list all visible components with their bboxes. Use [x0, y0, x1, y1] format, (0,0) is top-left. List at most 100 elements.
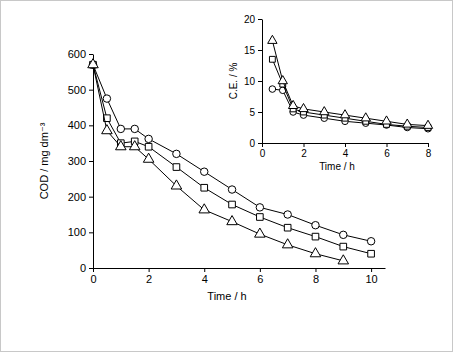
marker-triangle: [288, 100, 297, 108]
tick-label: 0: [260, 148, 266, 159]
tick: 400: [68, 119, 93, 131]
tick-mark: [89, 232, 93, 233]
marker-triangle: [129, 141, 140, 150]
tick-mark: [260, 268, 261, 272]
tick-mark: [89, 268, 93, 269]
tick-mark: [258, 50, 262, 51]
tick-mark: [258, 112, 262, 113]
tick: 4: [202, 268, 208, 285]
tick-mark: [93, 268, 94, 272]
tick-label: 200: [68, 191, 86, 203]
tick: 0: [249, 138, 262, 149]
marker-triangle: [199, 204, 210, 213]
marker-square: [257, 214, 264, 221]
tick-label: 4: [343, 148, 349, 159]
tick-label: 2: [301, 148, 307, 159]
marker-triangle: [320, 107, 329, 115]
tick-label: 5: [249, 107, 255, 118]
marker-circle: [200, 168, 207, 175]
plot-area: [88, 59, 375, 264]
x-axis: 02468: [260, 143, 432, 159]
marker-triangle: [282, 239, 293, 248]
tick: 20: [244, 14, 262, 25]
y-axis-title: C.E. / %: [228, 63, 239, 100]
marker-square: [269, 56, 275, 62]
tick-mark: [89, 54, 93, 55]
tick: 2: [146, 268, 152, 285]
marker-square: [229, 201, 236, 208]
marker-circle: [117, 125, 124, 132]
tick-mark: [304, 143, 305, 147]
marker-circle: [312, 221, 319, 228]
y-axis: 0 5 10 15 20: [244, 14, 263, 149]
tick: 6: [384, 143, 390, 159]
marker-square: [173, 164, 180, 171]
tick-label: 6: [257, 273, 263, 285]
marker-square: [312, 233, 319, 240]
tick-mark: [89, 161, 93, 162]
tick-label: 600: [68, 48, 86, 60]
tick-label: 10: [365, 273, 377, 285]
tick-label: 10: [244, 76, 256, 87]
tick-label: 500: [68, 84, 86, 96]
series-line: [93, 65, 343, 261]
marker-square: [368, 250, 375, 257]
marker-circle: [269, 86, 276, 93]
tick: 0: [80, 262, 93, 274]
tick-label: 300: [68, 155, 86, 167]
marker-circle: [284, 211, 291, 218]
tick-mark: [89, 125, 93, 126]
marker-triangle: [423, 120, 432, 128]
tick-label: 400: [68, 119, 86, 131]
marker-triangle: [299, 103, 308, 111]
tick: 200: [68, 191, 93, 203]
series-line: [272, 41, 428, 126]
tick: 15: [244, 45, 262, 56]
marker-circle: [103, 95, 110, 102]
tick-mark: [371, 268, 372, 272]
tick-label: 20: [244, 14, 256, 25]
tick-label: 100: [68, 226, 86, 238]
tick-label: 4: [202, 273, 208, 285]
tick: 10: [365, 268, 377, 285]
tick: 300: [68, 155, 93, 167]
tick-label: 0: [80, 262, 86, 274]
marker-triangle: [143, 153, 154, 162]
tick-label: 15: [244, 45, 256, 56]
marker-circle: [145, 135, 152, 142]
tick: 5: [249, 107, 262, 118]
tick-mark: [428, 143, 429, 147]
marker-triangle: [403, 119, 412, 127]
marker-circle: [367, 238, 374, 245]
marker-circle: [340, 231, 347, 238]
marker-square: [201, 184, 208, 191]
marker-triangle: [340, 110, 349, 118]
marker-triangle: [278, 76, 287, 84]
x-axis-title: Time / h: [319, 161, 355, 172]
tick: 2: [301, 143, 307, 159]
tick-mark: [315, 268, 316, 272]
marker-circle: [228, 186, 235, 193]
tick-mark: [258, 143, 262, 144]
marker-circle: [131, 125, 138, 132]
y-axis: 0 100 200 300 400 500 600: [68, 48, 94, 274]
marker-triangle: [310, 248, 321, 257]
tick-mark: [258, 19, 262, 20]
tick-label: 0: [90, 273, 96, 285]
marker-triangle: [338, 255, 349, 264]
x-axis-title: Time / h: [207, 290, 246, 302]
marker-triangle: [171, 180, 182, 189]
tick: 0: [90, 268, 96, 285]
axis-line: [262, 20, 263, 144]
marker-square: [340, 243, 347, 250]
tick-mark: [345, 143, 346, 147]
series-line: [272, 59, 428, 127]
marker-triangle: [116, 141, 127, 150]
tick-mark: [258, 81, 262, 82]
tick: 8: [313, 268, 319, 285]
tick-label: 6: [384, 148, 390, 159]
marker-triangle: [88, 59, 99, 68]
marker-triangle: [268, 35, 277, 43]
x-axis: 0 2 4 6 8 10: [90, 268, 385, 285]
tick-label: 8: [313, 273, 319, 285]
